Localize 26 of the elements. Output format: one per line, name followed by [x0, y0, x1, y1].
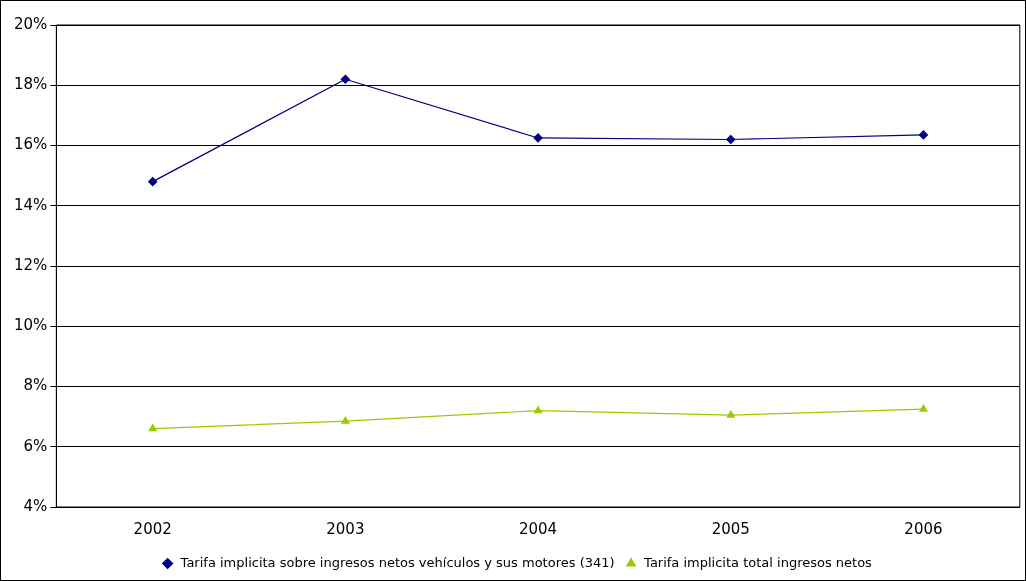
- y-tick-label: 20%: [14, 14, 48, 33]
- point: [340, 74, 350, 84]
- x-tick-label: 2002: [133, 519, 172, 538]
- y-tick-label: 16%: [14, 135, 48, 154]
- x-tick-label: 2004: [518, 519, 558, 538]
- point: [726, 410, 735, 418]
- x-tick-label: 2005: [711, 519, 750, 538]
- x-tick-label: 2006: [904, 519, 943, 538]
- point: [148, 177, 158, 187]
- point: [148, 424, 157, 432]
- y-tick-label: 4%: [23, 496, 48, 515]
- y-tick-label: 18%: [14, 75, 48, 94]
- x-tick-label: 2003: [326, 519, 365, 538]
- y-tick-label: 6%: [23, 436, 48, 455]
- point: [341, 416, 350, 424]
- legend-label: Tarifa implicita sobre ingresos netos vehículos y sus motores (341): [179, 554, 615, 570]
- point: [534, 406, 543, 414]
- point: [918, 130, 929, 140]
- y-tick-label: 10%: [14, 316, 48, 335]
- y-tick-label: 14%: [14, 195, 48, 214]
- point: [919, 404, 928, 412]
- point: [533, 133, 543, 143]
- y-tick-label: 12%: [14, 255, 48, 274]
- legend-label: Tarifa implicita total ingresos netos: [643, 554, 873, 570]
- point: [726, 134, 736, 145]
- y-tick-label: 8%: [23, 376, 48, 395]
